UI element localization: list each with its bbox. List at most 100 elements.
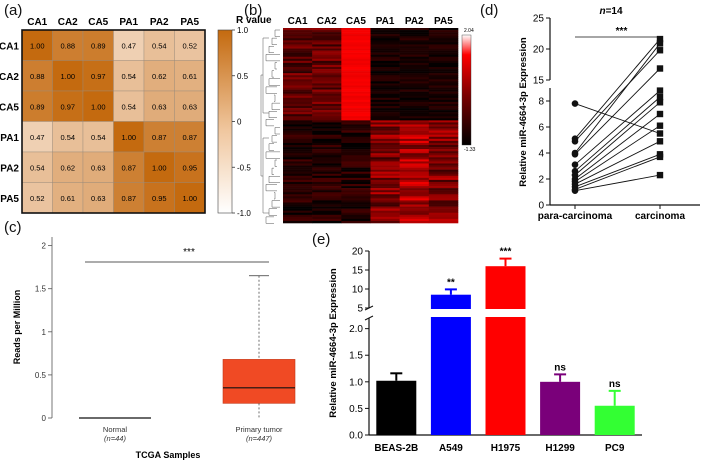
heatmap-cell — [370, 58, 400, 62]
heatmap-cell — [399, 136, 430, 140]
cell-value-label: 0.47 — [121, 41, 136, 50]
heatmap-cell — [399, 216, 430, 220]
heatmap-cell — [370, 132, 400, 136]
heatmap-cell — [312, 157, 342, 160]
cell-value-label: 0.95 — [152, 194, 167, 203]
heatmap-cell — [428, 181, 459, 185]
heatmap-cell — [113, 121, 145, 153]
heatmap-cell — [399, 126, 430, 129]
heatmap-cell — [174, 90, 206, 122]
heatmap-cell — [399, 64, 430, 68]
chart-title: n=14 — [599, 6, 623, 17]
heatmap-cell — [370, 114, 400, 117]
cell-value-label: 0.54 — [121, 72, 136, 81]
heatmap-cell — [283, 145, 313, 148]
heatmap-cell — [341, 179, 371, 183]
heatmap-cell — [341, 46, 371, 49]
heatmap-cell — [428, 77, 459, 80]
heatmap-cell — [399, 112, 430, 115]
heatmap-cell — [341, 95, 371, 99]
heatmap-cell — [341, 50, 371, 53]
heatmap-cell — [399, 190, 430, 193]
heatmap-cell — [283, 153, 313, 156]
heatmap-cell — [428, 140, 459, 144]
heatmap-cell — [312, 124, 342, 127]
x-axis-label: TCGA Samples — [136, 450, 201, 460]
heatmap-cell — [283, 40, 313, 43]
heatmap-cell — [370, 138, 400, 142]
heatmap-cell — [399, 46, 430, 49]
heatmap-cell — [341, 173, 371, 177]
heatmap-cell — [341, 89, 371, 92]
heatmap-cell — [428, 145, 459, 148]
heatmap-cell — [341, 97, 371, 101]
heatmap-cell — [283, 132, 313, 136]
dendrogram-branch — [260, 74, 263, 177]
heatmap-cell — [370, 136, 400, 140]
heatmap-cell — [370, 208, 400, 211]
y-tick-label: 10 — [352, 285, 364, 296]
y-tick-label: 0.0 — [349, 431, 363, 442]
heatmap-cell — [428, 56, 459, 60]
row-label: CA1 — [0, 41, 19, 52]
cell-value-label: 0.47 — [30, 133, 45, 142]
heatmap-cell — [428, 200, 459, 203]
y-tick-label: 2.0 — [349, 324, 363, 335]
heatmap-cell — [341, 93, 371, 97]
panel-label-d: (d) — [480, 2, 499, 19]
heatmap-cell — [283, 116, 313, 119]
heatmap-cell — [399, 122, 430, 125]
heatmap-cell — [283, 175, 313, 179]
row-label: PA1 — [0, 133, 19, 144]
heatmap-cell — [312, 175, 342, 179]
dendrogram-branch — [265, 86, 277, 94]
heatmap-cell — [341, 177, 371, 181]
heatmap-cell — [283, 99, 313, 103]
heatmap-cell — [399, 85, 430, 88]
heatmap-cell — [428, 161, 459, 164]
heatmap-cell — [370, 79, 400, 82]
heatmap-cell — [399, 210, 430, 214]
heatmap-cell — [370, 48, 400, 51]
heatmap-cell — [283, 38, 313, 41]
heatmap-cell — [312, 75, 342, 78]
heatmap-cell — [341, 218, 371, 222]
heatmap-cell — [283, 83, 313, 86]
heatmap-cell — [428, 48, 459, 51]
heatmap-cell — [341, 200, 371, 203]
col-label: CA5 — [88, 17, 108, 28]
heatmap-cell — [428, 153, 459, 156]
heatmap-cell — [283, 28, 313, 31]
heatmap-cell — [399, 140, 430, 144]
heatmap-cell — [143, 90, 175, 122]
heatmap-cell — [312, 69, 342, 72]
heatmap-cell — [283, 165, 313, 168]
heatmap-cell — [341, 153, 371, 156]
heatmap-cell — [399, 130, 430, 133]
heatmap-cell — [428, 28, 459, 31]
heatmap-cell — [370, 188, 400, 191]
heatmap-cell — [428, 99, 459, 103]
carcinoma-point — [656, 65, 664, 72]
heatmap-cell — [370, 163, 400, 166]
heatmap-cell — [399, 42, 430, 45]
heatmap-cell — [399, 134, 430, 138]
heatmap-cell — [341, 28, 371, 31]
heatmap-cell — [283, 177, 313, 181]
pair-line — [574, 174, 661, 192]
heatmap-cell — [341, 30, 371, 33]
heatmap-cell — [283, 216, 313, 220]
para-carcinoma-point — [571, 100, 579, 107]
heatmap-cell — [370, 194, 400, 197]
dendrogram-branch — [262, 37, 269, 114]
heatmap-cell — [370, 110, 400, 113]
cell-value-label: 0.61 — [60, 194, 75, 203]
significance-label: ** — [447, 277, 455, 288]
heatmap-cell — [370, 175, 400, 179]
heatmap-cell — [283, 206, 313, 209]
panel-label-e: (e) — [312, 231, 331, 248]
heatmap-cell — [312, 204, 342, 207]
y-tick-label: 20 — [352, 247, 364, 258]
heatmap-cell — [312, 60, 342, 64]
heatmap-cell — [399, 198, 430, 201]
